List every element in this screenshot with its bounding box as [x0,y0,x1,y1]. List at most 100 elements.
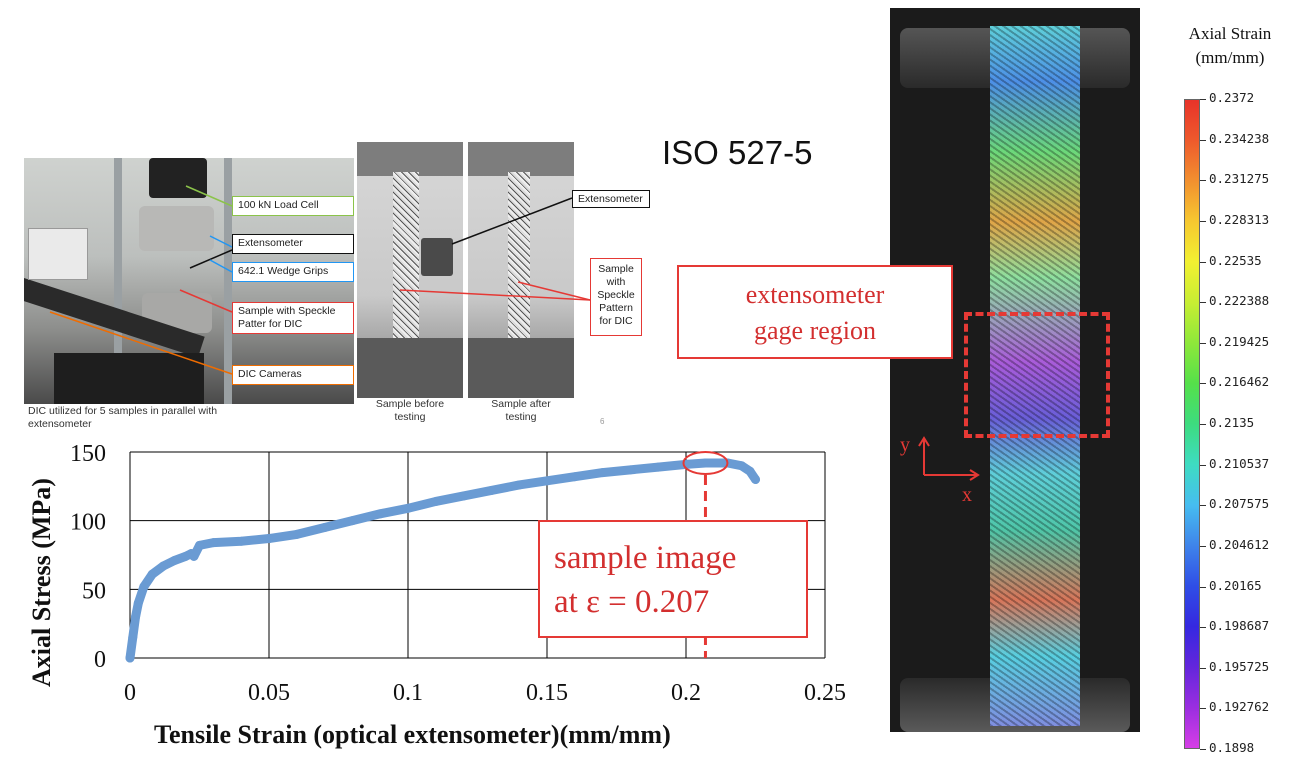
colorbar-tick [1200,424,1206,425]
iso-standard-title: ISO 527-5 [662,134,813,171]
colorbar-tick [1200,667,1206,669]
colorbar-tick-label: 0.1898 [1209,740,1255,755]
axis-label-y: y [900,434,910,456]
colorbar-tick-label: 0.210537 [1209,455,1270,471]
colorbar-tick-label: 0.228313 [1209,211,1270,227]
colorbar-tick-label: 0.204612 [1209,536,1270,552]
annotation-ellipse [682,450,729,475]
data-point [598,468,608,478]
colorbar-tick [1200,586,1206,588]
colorbar-title: Axial Strain (mm/mm) [1188,24,1272,67]
x-tick-label: 0.05 [248,680,290,706]
chart-ylabel: Axial Stress (MPa) [27,478,56,687]
x-tick-label: 0.25 [804,680,846,706]
x-tick-label: 0.2 [671,680,701,706]
chart-series [125,458,760,663]
colorbar-tick [1200,302,1206,304]
stress-strain-chart: 0 0.05 0.1 0.15 0.2 0.25 0 50 100 150 [70,441,846,706]
chart-xlabel: Tensile Strain (optical extensometer)(mm… [154,720,671,749]
data-point [347,516,357,526]
colorbar-tick-label: 0.20165 [1209,577,1262,593]
colorbar-tick-label: 0.198687 [1209,618,1270,634]
lower-grip-graphic [357,338,463,398]
colorbar-tick-label: 0.216462 [1209,374,1270,390]
data-point [125,653,135,663]
data-point [189,551,199,561]
sample-leader-lines [399,197,591,301]
data-point [320,523,330,533]
data-point [158,561,168,571]
x-tick-label: 0 [124,680,136,706]
colorbar-tick-label: 0.2135 [1209,415,1255,430]
data-point [751,474,760,484]
colorbar-strip [1184,99,1200,749]
axis-label-x: x [962,484,972,506]
colorbar-tick-label: 0.2372 [1209,90,1255,105]
data-point [131,612,141,622]
callout-sample-extensometer: Extensometer [572,190,650,208]
annotation-line-1: sample image [554,540,737,576]
screen-graphic [28,228,88,280]
callout-wedge-grips: 642.1 Wedge Grips [232,262,354,282]
data-point [195,540,204,550]
x-tick-label: 0.1 [393,680,423,706]
data-point [236,536,246,546]
colorbar-tick-label: 0.231275 [1209,171,1270,187]
colorbar-tick [1200,180,1206,182]
data-point [147,569,157,579]
colorbar-tick-label: 0.207575 [1209,496,1270,512]
machine-column [224,158,232,404]
colorbar-tick [1200,99,1206,100]
data-point [208,538,218,548]
sample-after-photo [468,142,574,398]
colorbar-tick [1200,545,1206,547]
colorbar-tick [1200,627,1206,629]
data-point [737,461,747,471]
callout-speckle: Sample with Speckle Patter for DIC [232,302,354,334]
data-point [745,466,755,476]
y-tick-label: 50 [82,578,106,604]
data-point [625,465,635,475]
setup-leader-lines [49,185,233,375]
setup-caption: DIC utilized for 5 samples in parallel w… [28,405,218,430]
caption-before: Sample before testing [375,398,445,423]
colorbar-tick-label: 0.22535 [1209,252,1262,268]
colorbar-tick [1200,505,1206,507]
data-point [403,503,413,513]
colorbar-tick-label: 0.219425 [1209,333,1270,349]
data-point [431,496,441,506]
data-point [700,458,710,468]
data-point [169,555,179,565]
extensometer-graphic [421,238,453,276]
specimen-graphic [508,172,530,344]
data-point [128,632,138,642]
chart-tick-labels: 0 0.05 0.1 0.15 0.2 0.25 0 50 100 150 [70,441,846,706]
data-point [570,472,580,482]
data-point [375,509,385,519]
colorbar-tick-label: 0.192762 [1209,699,1270,715]
colorbar-tick [1200,139,1206,141]
data-point [542,476,552,486]
colorbar-tick [1200,261,1206,263]
machine-column [114,158,122,404]
data-point [459,491,469,501]
colorbar-tick-label: 0.234238 [1209,130,1270,146]
y-tick-label: 0 [94,647,106,673]
gage-region-box [964,312,1110,438]
gage-region-label: extensometer gage region [677,265,953,359]
y-tick-label: 100 [70,510,106,536]
data-point [653,462,663,472]
colorbar-tick-label: 0.195725 [1209,658,1270,674]
lower-grip-graphic [468,338,574,398]
dic-strain-image [890,8,1140,732]
annotation-line-2: at ε = 0.207 [554,584,710,620]
grip-graphic [139,206,214,251]
colorbar-tick [1200,749,1206,750]
callout-load-cell: 100 kN Load Cell [232,196,354,216]
xy-axis-indicator [918,436,980,481]
y-tick-label: 150 [70,441,106,467]
chart-annotation-box: sample image at ε = 0.207 [538,520,808,638]
callout-dic-cameras: DIC Cameras [232,365,354,385]
specimen-graphic [393,172,419,344]
colorbar-tick [1200,708,1206,710]
